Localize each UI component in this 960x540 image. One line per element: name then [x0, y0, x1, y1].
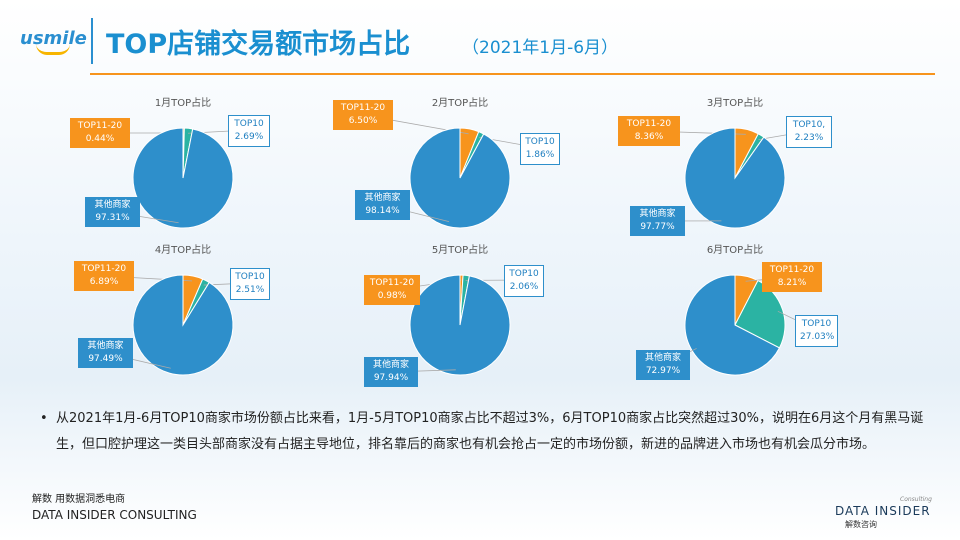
label-value: 97.77% — [640, 222, 675, 232]
data-label: 其他商家 98.14% — [355, 190, 410, 220]
pie-slice — [409, 127, 511, 229]
label-category: TOP11-20 — [81, 264, 127, 274]
label-category: TOP10 — [525, 137, 555, 147]
data-label: 其他商家 97.94% — [364, 357, 418, 387]
label-category: 其他商家 — [364, 193, 401, 203]
label-value: 6.89% — [89, 277, 119, 287]
data-label: 其他商家 97.49% — [78, 338, 133, 368]
label-category: TOP10, — [792, 120, 826, 130]
label-value: 97.31% — [95, 213, 130, 223]
logo-smile — [36, 44, 70, 55]
data-label: 其他商家 97.77% — [630, 206, 685, 236]
label-category: TOP11-20 — [369, 278, 415, 288]
label-value: 97.94% — [373, 373, 409, 383]
label-category: TOP11-20 — [769, 265, 815, 275]
data-label: TOP11-20 6.89% — [74, 261, 134, 291]
data-label: TOP10 1.86% — [520, 133, 560, 165]
brand-cn: 解数咨询 — [845, 520, 877, 529]
data-label: TOP11-20 0.98% — [364, 275, 420, 305]
label-value: 2.06% — [509, 282, 539, 292]
data-label: TOP11-20 6.50% — [333, 100, 393, 130]
label-value: 1.86% — [525, 150, 555, 160]
page-subtitle: （2021年1月-6月） — [462, 38, 619, 58]
label-value: 27.03% — [800, 332, 835, 342]
pie-slice — [132, 127, 234, 229]
label-category: TOP11-20 — [626, 119, 672, 129]
note-text: 从2021年1月-6月TOP10商家市场份额占比来看，1月-5月TOP10商家占… — [56, 411, 924, 452]
label-category: 其他商家 — [94, 200, 131, 210]
label-category: TOP11-20 — [77, 121, 123, 131]
label-category: TOP10 — [509, 269, 539, 279]
data-label: TOP11-20 8.36% — [618, 116, 680, 146]
footer-tagline: 解数 用数据洞悉电商 — [32, 494, 126, 505]
chart-title: 2月TOP占比 — [432, 96, 488, 109]
label-value: 97.49% — [88, 354, 123, 364]
pie-slice — [409, 274, 511, 376]
data-label: 其他商家 97.31% — [85, 197, 140, 227]
pie-slice — [132, 274, 234, 376]
chart-title: 1月TOP占比 — [155, 96, 211, 109]
divider — [91, 18, 93, 64]
label-value: 72.97% — [645, 366, 681, 376]
page-title: TOP店铺交易额市场占比 — [106, 29, 411, 60]
label-value: 2.23% — [794, 133, 824, 143]
brand-sub: Consulting — [900, 496, 932, 503]
label-category: TOP11-20 — [340, 103, 386, 113]
label-value: 0.44% — [85, 134, 115, 144]
data-label: TOP10 27.03% — [795, 315, 838, 347]
label-category: 其他商家 — [87, 341, 124, 351]
footer-company: DATA INSIDER CONSULTING — [32, 508, 197, 522]
data-label: TOP11-20 8.21% — [762, 262, 822, 292]
header-rule — [90, 73, 935, 75]
chart-title: 6月TOP占比 — [707, 243, 763, 256]
label-value: 2.69% — [234, 132, 264, 142]
label-value: 98.14% — [365, 206, 400, 216]
pie-slice — [684, 127, 786, 229]
chart-title: 4月TOP占比 — [155, 243, 211, 256]
label-value: 8.21% — [777, 278, 807, 288]
label-category: 其他商家 — [639, 209, 676, 219]
data-label: TOP10 2.06% — [504, 265, 544, 297]
brand: DATA INSIDER — [835, 504, 931, 518]
label-value: 6.50% — [348, 116, 378, 126]
label-category: 其他商家 — [372, 360, 409, 370]
data-label: TOP10 2.51% — [230, 268, 270, 300]
label-category: TOP10 — [235, 272, 265, 282]
data-label: TOP10 2.69% — [228, 115, 270, 147]
label-value: 8.36% — [634, 132, 664, 142]
note: • 从2021年1月-6月TOP10商家市场份额占比来看，1月-5月TOP10商… — [40, 406, 930, 458]
chart-title: 3月TOP占比 — [707, 96, 763, 109]
label-category: TOP10 — [801, 319, 832, 329]
bullet: • — [40, 411, 48, 426]
pie-slice — [684, 274, 781, 376]
data-label: TOP11-20 0.44% — [70, 118, 130, 148]
label-value: 2.51% — [235, 285, 265, 295]
data-label: 其他商家 72.97% — [636, 350, 690, 380]
data-label: TOP10, 2.23% — [786, 116, 832, 148]
label-category: 其他商家 — [644, 353, 681, 363]
chart-title: 5月TOP占比 — [432, 243, 488, 256]
label-value: 0.98% — [377, 291, 407, 301]
label-category: TOP10 — [234, 119, 264, 129]
